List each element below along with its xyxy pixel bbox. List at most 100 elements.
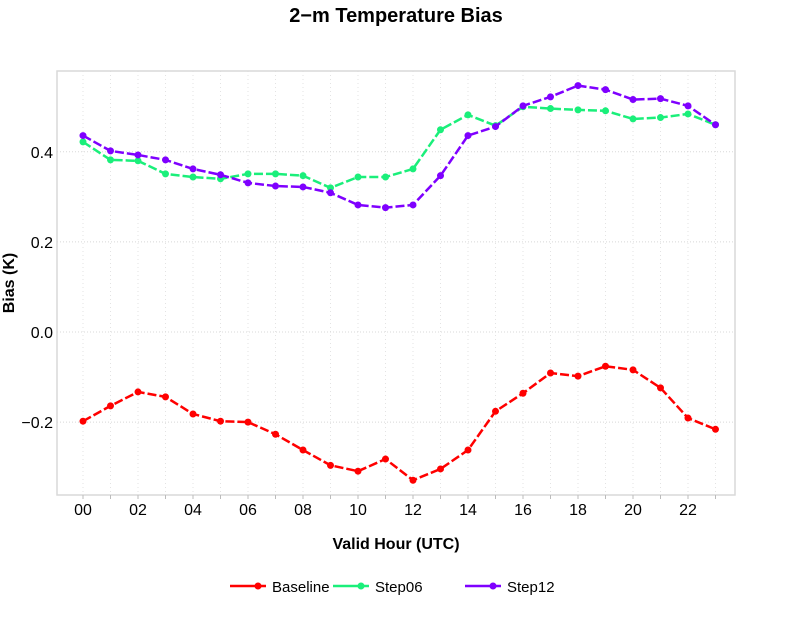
data-point-step06 [79,138,87,146]
data-point-step06 [657,114,664,122]
data-point-step12 [134,151,142,159]
data-point-step06 [464,111,472,119]
data-point-baseline [602,362,609,370]
data-point-step06 [299,172,307,180]
data-point-step12 [79,132,87,140]
x-tick-label: 06 [239,502,257,519]
x-tick-label: 12 [404,502,422,519]
data-point-baseline [492,407,499,415]
x-tick-label: 10 [349,502,367,519]
series-group [79,82,719,484]
legend-label-step06: Step06 [375,579,423,596]
series-line-baseline [82,364,716,482]
data-point-step12 [437,172,444,180]
data-point-baseline [382,455,389,463]
data-point-baseline [217,417,224,425]
data-point-step06 [327,184,334,192]
y-tick-label: 0.0 [31,325,53,342]
data-point-baseline [464,446,472,454]
x-tick-label: 22 [679,502,697,519]
data-point-step12 [574,82,582,90]
data-point-step06 [272,170,279,178]
legend-label-baseline: Baseline [272,579,330,596]
data-point-step06 [162,170,169,178]
legend-marker-baseline [254,582,262,590]
x-tick-label: 20 [624,502,642,519]
y-tick-label: 0.4 [31,145,53,162]
data-point-step06 [602,107,609,115]
data-point-baseline [629,366,637,374]
data-point-step06 [107,156,114,164]
x-tick-label: 18 [569,502,587,519]
data-point-baseline [79,417,87,425]
data-point-step12 [162,156,169,164]
data-point-baseline [409,476,417,484]
x-tick-label: 14 [459,502,477,519]
x-tick-label: 08 [294,502,312,519]
data-point-baseline [574,372,582,380]
data-point-baseline [657,384,664,392]
data-point-step12 [272,182,279,190]
data-point-step12 [629,96,637,104]
legend: Baseline Step06 Step12 [230,579,555,596]
chart-title: 2−m Temperature Bias [289,5,503,27]
series-line-step12 [82,84,717,209]
data-point-step06 [134,157,142,165]
data-point-step12 [244,179,252,187]
data-point-step06 [629,115,637,123]
data-point-step12 [657,95,664,103]
data-point-baseline [684,414,692,422]
data-point-step12 [217,171,224,179]
data-point-baseline [189,410,197,418]
data-point-step12 [519,102,527,110]
legend-label-step12: Step12 [507,579,555,596]
data-point-baseline [134,388,142,396]
data-point-step06 [409,165,417,173]
data-point-baseline [519,389,527,397]
data-point-baseline [327,461,334,469]
x-axis-label: Valid Hour (UTC) [332,536,459,553]
data-point-step12 [602,86,609,94]
data-point-step06 [437,126,444,134]
data-point-baseline [547,369,554,377]
data-point-step12 [712,121,719,129]
legend-marker-step12 [489,582,497,590]
y-tick-label: −0.2 [21,415,53,432]
data-point-baseline [712,425,719,433]
y-tick-label: 0.2 [31,235,53,252]
data-point-step06 [354,173,362,181]
data-point-step06 [244,170,252,178]
y-axis-label: Bias (K) [1,253,18,313]
data-point-step12 [327,189,334,197]
x-tick-label: 00 [74,502,92,519]
data-point-step06 [547,105,554,113]
data-point-step06 [189,173,197,181]
data-point-step06 [382,173,389,181]
data-point-baseline [354,467,362,475]
data-point-step12 [464,132,472,140]
data-point-step12 [107,147,114,155]
data-point-step06 [684,110,692,118]
data-point-baseline [107,402,114,410]
data-point-step12 [547,93,554,101]
data-point-baseline [299,446,307,454]
data-point-step06 [574,106,582,114]
data-point-step12 [409,201,417,209]
data-point-step12 [684,102,692,110]
x-tick-label: 02 [129,502,147,519]
data-point-step12 [382,204,389,212]
data-point-step12 [492,123,499,131]
data-point-baseline [162,393,169,401]
data-point-baseline [437,465,444,473]
axes: −0.2 0.0 0.2 0.4 00 02 04 06 08 10 12 14 16 18 20 22 [21,145,716,519]
x-tick-label: 04 [184,502,202,519]
grid [57,71,735,495]
data-point-step12 [354,201,362,209]
data-point-step12 [299,183,307,191]
data-point-baseline [272,430,279,438]
legend-marker-step06 [357,582,365,590]
data-point-step12 [189,165,197,173]
x-tick-label: 16 [514,502,532,519]
series-line-step06 [82,105,716,190]
